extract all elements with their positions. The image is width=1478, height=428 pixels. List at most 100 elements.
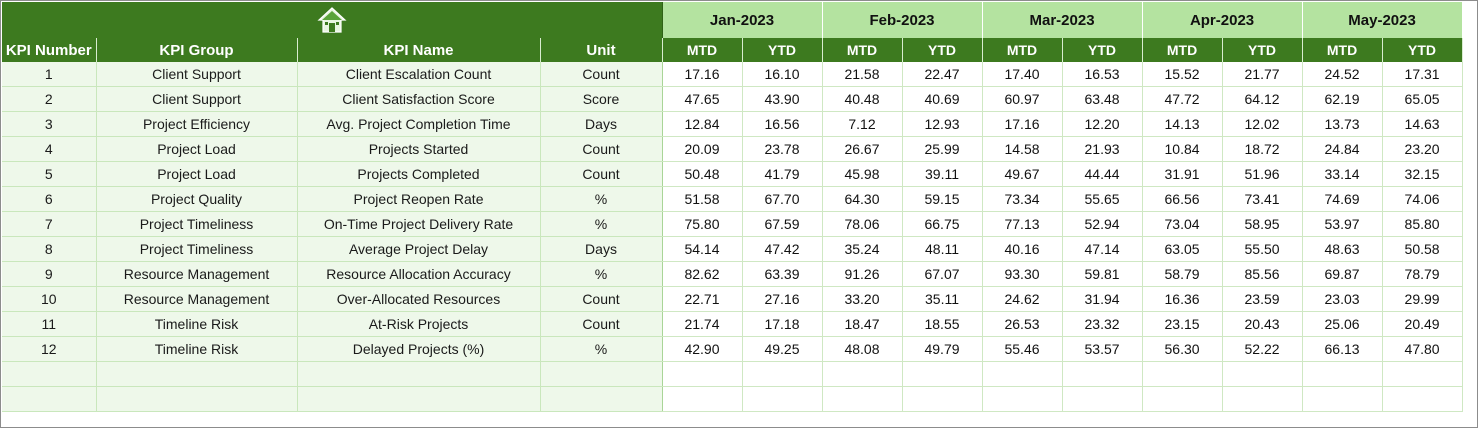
kpi-number-cell[interactable]: 10: [2, 286, 97, 312]
ytd-value-cell[interactable]: 63.48: [1062, 86, 1143, 112]
unit-cell[interactable]: Count: [540, 161, 663, 187]
ytd-value-cell[interactable]: 58.95: [1222, 211, 1303, 237]
kpi-group-cell[interactable]: Project Load: [96, 136, 298, 162]
mtd-value-cell[interactable]: 40.16: [982, 236, 1063, 262]
unit-cell[interactable]: %: [540, 261, 663, 287]
kpi-name-cell[interactable]: Delayed Projects (%): [297, 336, 541, 362]
mtd-value-cell[interactable]: 47.65: [662, 86, 743, 112]
mtd-value-cell[interactable]: 26.67: [822, 136, 903, 162]
ytd-value-cell[interactable]: 63.39: [742, 261, 823, 287]
mtd-value-cell[interactable]: 75.80: [662, 211, 743, 237]
mtd-value-cell[interactable]: 23.15: [1142, 311, 1223, 337]
kpi-group-cell[interactable]: Client Support: [96, 62, 298, 87]
empty-cell[interactable]: [1382, 361, 1463, 387]
mtd-value-cell[interactable]: 50.48: [662, 161, 743, 187]
kpi-group-cell[interactable]: Project Timeliness: [96, 236, 298, 262]
ytd-value-cell[interactable]: 17.31: [1382, 62, 1463, 87]
kpi-name-cell[interactable]: Resource Allocation Accuracy: [297, 261, 541, 287]
kpi-name-cell[interactable]: On-Time Project Delivery Rate: [297, 211, 541, 237]
ytd-value-cell[interactable]: 65.05: [1382, 86, 1463, 112]
empty-cell[interactable]: [1382, 386, 1463, 412]
ytd-value-cell[interactable]: 67.59: [742, 211, 823, 237]
mtd-value-cell[interactable]: 48.63: [1302, 236, 1383, 262]
kpi-number-cell[interactable]: 1: [2, 62, 97, 87]
empty-cell[interactable]: [1222, 386, 1303, 412]
mtd-value-cell[interactable]: 20.09: [662, 136, 743, 162]
ytd-value-cell[interactable]: 22.47: [902, 62, 983, 87]
kpi-name-cell[interactable]: Avg. Project Completion Time: [297, 111, 541, 137]
mtd-value-cell[interactable]: 63.05: [1142, 236, 1223, 262]
ytd-value-cell[interactable]: 50.58: [1382, 236, 1463, 262]
empty-cell[interactable]: [297, 361, 541, 387]
ytd-value-cell[interactable]: 29.99: [1382, 286, 1463, 312]
mtd-value-cell[interactable]: 23.03: [1302, 286, 1383, 312]
ytd-value-cell[interactable]: 59.15: [902, 186, 983, 212]
mtd-value-cell[interactable]: 24.84: [1302, 136, 1383, 162]
unit-cell[interactable]: %: [540, 211, 663, 237]
kpi-number-cell[interactable]: 6: [2, 186, 97, 212]
ytd-value-cell[interactable]: 31.94: [1062, 286, 1143, 312]
kpi-number-cell[interactable]: 11: [2, 311, 97, 337]
ytd-value-cell[interactable]: 49.79: [902, 336, 983, 362]
unit-cell[interactable]: %: [540, 186, 663, 212]
empty-cell[interactable]: [662, 386, 743, 412]
ytd-value-cell[interactable]: 18.55: [902, 311, 983, 337]
ytd-value-cell[interactable]: 47.14: [1062, 236, 1143, 262]
empty-cell[interactable]: [540, 386, 663, 412]
unit-cell[interactable]: Score: [540, 86, 663, 112]
mtd-value-cell[interactable]: 15.52: [1142, 62, 1223, 87]
empty-cell[interactable]: [540, 361, 663, 387]
ytd-value-cell[interactable]: 39.11: [902, 161, 983, 187]
empty-cell[interactable]: [822, 361, 903, 387]
kpi-name-cell[interactable]: Projects Started: [297, 136, 541, 162]
ytd-value-cell[interactable]: 21.93: [1062, 136, 1143, 162]
ytd-value-cell[interactable]: 52.94: [1062, 211, 1143, 237]
mtd-value-cell[interactable]: 21.74: [662, 311, 743, 337]
ytd-value-cell[interactable]: 85.80: [1382, 211, 1463, 237]
ytd-value-cell[interactable]: 48.11: [902, 236, 983, 262]
empty-cell[interactable]: [1222, 361, 1303, 387]
empty-cell[interactable]: [1302, 361, 1383, 387]
kpi-group-cell[interactable]: Project Timeliness: [96, 211, 298, 237]
ytd-value-cell[interactable]: 35.11: [902, 286, 983, 312]
ytd-value-cell[interactable]: 23.59: [1222, 286, 1303, 312]
unit-cell[interactable]: Count: [540, 62, 663, 87]
empty-cell[interactable]: [96, 361, 298, 387]
kpi-number-cell[interactable]: 9: [2, 261, 97, 287]
ytd-value-cell[interactable]: 20.43: [1222, 311, 1303, 337]
empty-cell[interactable]: [2, 386, 97, 412]
mtd-value-cell[interactable]: 35.24: [822, 236, 903, 262]
empty-cell[interactable]: [902, 361, 983, 387]
mtd-value-cell[interactable]: 62.19: [1302, 86, 1383, 112]
kpi-group-cell[interactable]: Project Efficiency: [96, 111, 298, 137]
kpi-number-cell[interactable]: 8: [2, 236, 97, 262]
ytd-value-cell[interactable]: 47.80: [1382, 336, 1463, 362]
ytd-value-cell[interactable]: 21.77: [1222, 62, 1303, 87]
mtd-value-cell[interactable]: 33.20: [822, 286, 903, 312]
mtd-value-cell[interactable]: 16.36: [1142, 286, 1223, 312]
mtd-value-cell[interactable]: 14.58: [982, 136, 1063, 162]
empty-cell[interactable]: [96, 386, 298, 412]
ytd-value-cell[interactable]: 67.70: [742, 186, 823, 212]
ytd-value-cell[interactable]: 14.63: [1382, 111, 1463, 137]
ytd-value-cell[interactable]: 23.20: [1382, 136, 1463, 162]
mtd-value-cell[interactable]: 60.97: [982, 86, 1063, 112]
ytd-value-cell[interactable]: 27.16: [742, 286, 823, 312]
kpi-number-cell[interactable]: 4: [2, 136, 97, 162]
mtd-value-cell[interactable]: 77.13: [982, 211, 1063, 237]
ytd-value-cell[interactable]: 25.99: [902, 136, 983, 162]
ytd-value-cell[interactable]: 16.53: [1062, 62, 1143, 87]
mtd-value-cell[interactable]: 24.62: [982, 286, 1063, 312]
ytd-value-cell[interactable]: 73.41: [1222, 186, 1303, 212]
ytd-value-cell[interactable]: 20.49: [1382, 311, 1463, 337]
mtd-value-cell[interactable]: 33.14: [1302, 161, 1383, 187]
mtd-value-cell[interactable]: 22.71: [662, 286, 743, 312]
ytd-value-cell[interactable]: 23.32: [1062, 311, 1143, 337]
empty-cell[interactable]: [902, 386, 983, 412]
mtd-value-cell[interactable]: 73.04: [1142, 211, 1223, 237]
mtd-value-cell[interactable]: 7.12: [822, 111, 903, 137]
ytd-value-cell[interactable]: 64.12: [1222, 86, 1303, 112]
ytd-value-cell[interactable]: 41.79: [742, 161, 823, 187]
mtd-value-cell[interactable]: 25.06: [1302, 311, 1383, 337]
mtd-value-cell[interactable]: 26.53: [982, 311, 1063, 337]
